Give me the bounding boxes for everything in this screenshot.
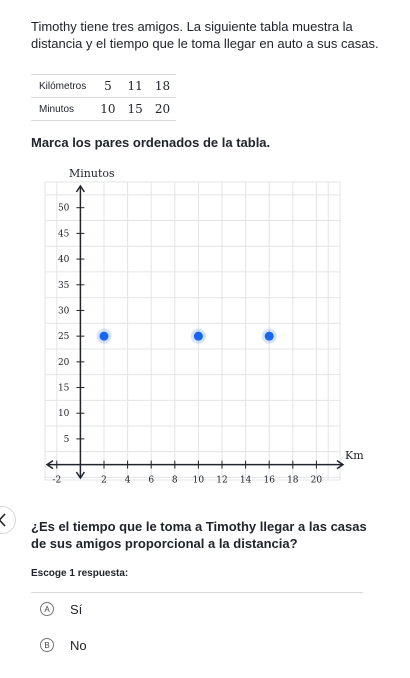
table-cell: 20	[148, 97, 177, 121]
table-cell: 5	[94, 74, 122, 98]
table-cell: 18	[148, 74, 177, 98]
plotted-points[interactable]	[96, 328, 277, 344]
y-axis-label: Minutos	[69, 167, 115, 180]
clipped-previous-text	[31, 0, 371, 6]
table-row: Kilómetros 5 11 18	[31, 74, 177, 98]
data-point-dot	[193, 331, 203, 341]
axes	[45, 184, 345, 480]
plot-border	[44, 181, 341, 481]
instruction-text: Marca los pares ordenados de la tabla.	[31, 135, 271, 150]
x-tick-label: 6	[148, 476, 154, 485]
row-label-minutes: Minutos	[31, 97, 95, 121]
x-tick-label: 8	[172, 476, 178, 485]
grid-lines	[44, 181, 341, 481]
problem-intro: Timothy tiene tres amigos. La siguiente …	[31, 19, 379, 51]
axis-ticks: -2 2 4 6 8 10 12 14 16 18 20 5 10 15 20 25 30 35 40 45 50	[52, 204, 322, 485]
choice-text-a: Sí	[70, 601, 83, 617]
choice-text-b: No	[70, 637, 87, 653]
table-cell: 10	[94, 97, 122, 121]
y-tick-label: 5	[64, 435, 70, 445]
y-tick-label: 50	[58, 204, 70, 214]
x-tick-label: -2	[52, 476, 61, 485]
choice-a[interactable]: A Sí	[40, 599, 82, 619]
choice-letter-b: B	[40, 638, 54, 652]
y-axis-arrow-up	[75, 184, 86, 193]
x-tick-label: 12	[216, 476, 227, 485]
distance-time-table: Kilómetros 5 11 18 Minutos 10 15 20	[31, 74, 177, 121]
x-axis-arrow-left	[45, 459, 54, 470]
x-axis-label: Km	[345, 449, 364, 462]
table-cell: 15	[121, 97, 149, 121]
x-tick-label: 10	[193, 476, 205, 485]
chevron-left-icon	[0, 513, 6, 527]
y-tick-label: 30	[58, 306, 70, 316]
question-text: ¿Es el tiempo que le toma a Timothy lleg…	[31, 519, 367, 551]
y-tick-label: 15	[58, 384, 70, 394]
data-point[interactable]	[96, 328, 112, 344]
back-button[interactable]	[0, 506, 16, 534]
x-tick-label: 2	[101, 476, 107, 485]
y-tick-label: 25	[58, 332, 70, 342]
row-label-km: Kilómetros	[31, 74, 95, 98]
y-tick-label: 40	[58, 255, 70, 265]
y-axis-arrow-down	[75, 471, 86, 480]
x-tick-label: 14	[240, 476, 252, 485]
data-point[interactable]	[261, 328, 277, 344]
data-point-dot	[264, 331, 274, 341]
x-axis-arrow-right	[336, 459, 345, 470]
x-tick-label: 4	[125, 476, 131, 485]
y-tick-label: 45	[58, 229, 70, 239]
coordinate-plane[interactable]: -2 2 4 6 8 10 12 14 16 18 20 5 10 15 20 25 30 35 40 45 50 Mi…	[38, 160, 373, 485]
y-tick-label: 10	[58, 409, 70, 419]
y-tick-label: 35	[58, 281, 70, 291]
y-tick-label: 20	[58, 358, 70, 368]
table-cell: 11	[121, 74, 149, 98]
data-point[interactable]	[190, 328, 206, 344]
x-tick-label: 16	[263, 476, 275, 485]
choose-label: Escoge 1 respuesta:	[31, 568, 129, 579]
divider	[31, 592, 363, 593]
x-tick-label: 20	[311, 476, 323, 485]
choice-b[interactable]: B No	[40, 635, 87, 655]
data-point-dot	[99, 331, 109, 341]
table-row: Minutos 10 15 20	[31, 97, 177, 121]
choice-letter-a: A	[40, 602, 54, 616]
x-tick-label: 18	[287, 476, 299, 485]
